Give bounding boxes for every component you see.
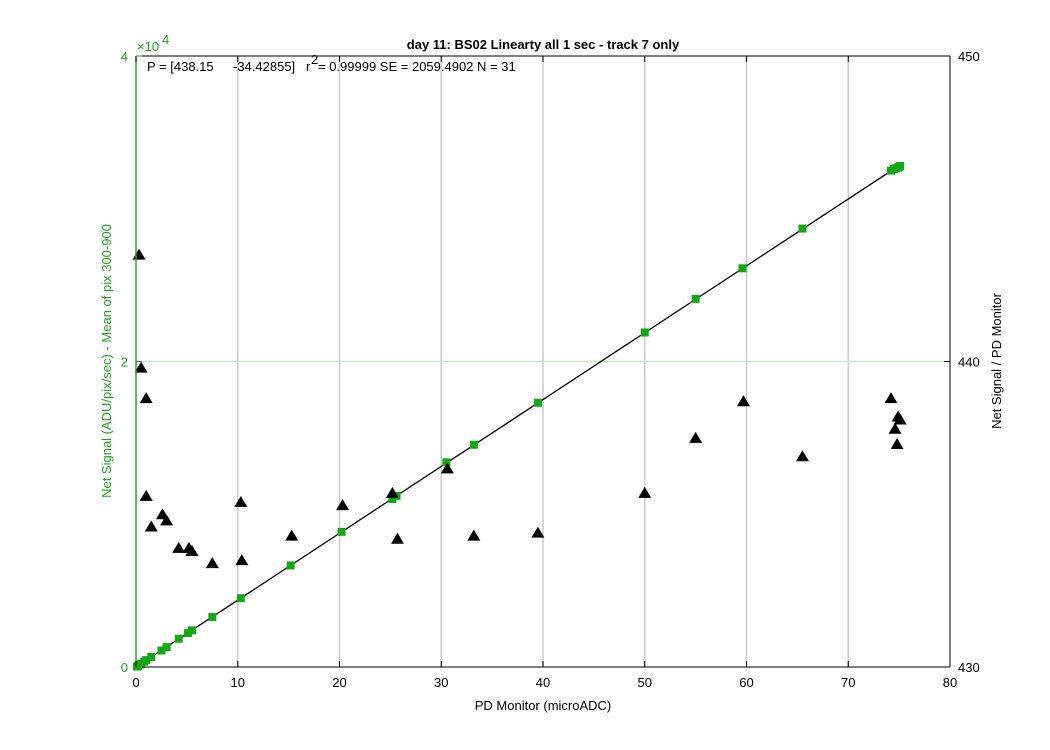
green-square-point [236, 594, 245, 603]
green-square-point [147, 652, 156, 661]
x-tick-label: 10 [231, 675, 245, 690]
black-triangle-point [134, 361, 148, 373]
green-square-point [691, 294, 700, 303]
black-triangle-point [172, 541, 186, 553]
green-series [133, 161, 905, 671]
green-square-point [142, 656, 151, 665]
black-triangle-point [888, 422, 902, 434]
right-y-axis-label: Net Signal / PD Monitor [989, 292, 1004, 429]
green-square-point [208, 613, 217, 622]
x-tick-label: 30 [434, 675, 448, 690]
fit-annotation-c: = 0.99999 SE = 2059.4902 N = 31 [318, 59, 516, 74]
x-axis-label: PD Monitor (microADC) [475, 698, 612, 713]
black-triangle-point [185, 544, 199, 556]
green-square-point [174, 634, 183, 643]
black-triangle-point [638, 486, 652, 498]
black-triangle-point [531, 526, 545, 538]
black-triangle-point [795, 450, 809, 462]
right-y-tick-label: 440 [958, 355, 980, 370]
black-triangle-point [235, 554, 249, 566]
black-triangle-point [736, 395, 750, 407]
black-triangle-point [893, 413, 907, 425]
left-y-tick-label: 0 [121, 660, 128, 675]
black-triangle-point [139, 489, 153, 501]
left-exponent-base: ×10 [137, 39, 159, 54]
left-y-tick-label: 2 [121, 355, 128, 370]
black-triangle-point [390, 532, 404, 544]
x-tick-label: 20 [332, 675, 346, 690]
green-square-point [187, 626, 196, 635]
x-tick-label: 60 [739, 675, 753, 690]
black-triangle-point [385, 486, 399, 498]
black-triangle-point [336, 499, 350, 511]
black-triangle-point [205, 557, 219, 569]
fit-line [135, 168, 895, 668]
fit-annotation-r: r [306, 59, 311, 74]
x-tick-label: 80 [943, 675, 957, 690]
black-triangle-point [285, 529, 299, 541]
black-triangle-point [234, 496, 248, 508]
green-square-point [286, 561, 295, 570]
green-square-point [896, 161, 905, 170]
fit-annotation-r-exp: 2 [311, 52, 318, 67]
green-square-point [157, 646, 166, 655]
left-y-tick-label: 4 [121, 49, 128, 64]
fit-annotation-a: P = [438.15 [147, 59, 214, 74]
left-exponent-power: 4 [162, 32, 169, 47]
right-y-tick-label: 430 [958, 660, 980, 675]
black-triangle-point [467, 529, 481, 541]
axes [135, 55, 951, 668]
x-tick-label: 50 [638, 675, 652, 690]
x-tick-label: 0 [132, 675, 139, 690]
green-square-point [738, 264, 747, 273]
fit-line-group [135, 168, 895, 668]
black-triangle-point [890, 437, 904, 449]
green-square-point [183, 629, 192, 638]
green-square-point [533, 398, 542, 407]
black-triangle-point [160, 514, 174, 526]
black-triangle-point [144, 520, 158, 532]
green-square-point [337, 527, 346, 536]
black-triangle-point [884, 392, 898, 404]
green-square-point [442, 458, 451, 467]
green-square-point [798, 224, 807, 233]
chart-title: day 11: BS02 Linearty all 1 sec - track … [407, 37, 680, 52]
x-tick-label: 40 [536, 675, 550, 690]
left-y-axis-label: Net Signal (ADU/pix/sec) - Mean of pix 3… [99, 224, 114, 498]
grid [136, 56, 950, 667]
black-triangle-point [139, 392, 153, 404]
tick-labels: 0 10 20 30 40 50 60 70 80 0 2 4 430 440 450 [121, 49, 980, 690]
fit-annotation-b: -34.42855] [233, 59, 295, 74]
green-square-point [640, 328, 649, 337]
right-y-tick-label: 450 [958, 49, 980, 64]
black-triangle-point [689, 431, 703, 443]
green-square-point [388, 494, 397, 503]
x-tick-label: 70 [841, 675, 855, 690]
black-triangle-point [440, 462, 454, 474]
green-square-point [162, 643, 171, 652]
green-square-point [469, 440, 478, 449]
